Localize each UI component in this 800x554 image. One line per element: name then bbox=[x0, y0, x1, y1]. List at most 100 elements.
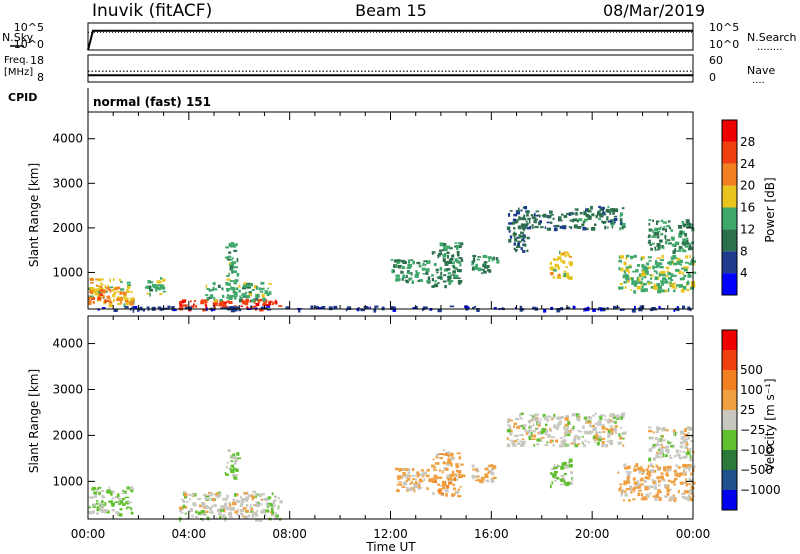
cell-4-44 bbox=[239, 295, 241, 300]
cell-6-159 bbox=[592, 414, 595, 417]
cell-8-56 bbox=[674, 472, 679, 477]
cell-6-95 bbox=[596, 424, 599, 427]
cell-13-41 bbox=[554, 259, 559, 261]
cell-6-142 bbox=[601, 441, 605, 445]
cell-10-61 bbox=[523, 240, 526, 243]
cell-15-4 bbox=[685, 242, 690, 245]
cell-4-49 bbox=[238, 289, 241, 293]
cell-7-23 bbox=[393, 270, 395, 272]
cell-1-120 bbox=[218, 508, 221, 512]
cell-11-6 bbox=[523, 227, 525, 232]
cell-7-20 bbox=[393, 259, 398, 263]
cell-2-24 bbox=[162, 278, 166, 282]
cell-15-79 bbox=[648, 239, 651, 244]
cell-1-15 bbox=[211, 504, 214, 508]
cell-6-5 bbox=[188, 306, 192, 311]
cell-8-21 bbox=[437, 282, 440, 285]
cell-14-109 bbox=[655, 270, 658, 275]
cell-13-11 bbox=[567, 254, 569, 256]
cell-8-50 bbox=[640, 483, 644, 486]
cell-6-166 bbox=[620, 426, 622, 430]
power-colorbar-tick-5: 24 bbox=[740, 157, 755, 171]
cell-9-25 bbox=[496, 260, 500, 264]
cell-3-17 bbox=[407, 471, 411, 474]
cell-11-49 bbox=[570, 227, 572, 230]
cell-9-29 bbox=[664, 454, 668, 458]
cell-9-21 bbox=[685, 437, 690, 440]
cell-8-6 bbox=[451, 274, 456, 276]
cell-1-116 bbox=[184, 495, 187, 499]
cell-14-128 bbox=[689, 254, 691, 258]
cell-7-58 bbox=[400, 270, 404, 274]
cell-6-44 bbox=[621, 308, 625, 311]
cell-9-38 bbox=[661, 429, 664, 432]
cell-9-65 bbox=[690, 440, 694, 443]
cell-14-43 bbox=[687, 272, 691, 276]
cell-15-57 bbox=[662, 221, 667, 224]
cell-12-26 bbox=[610, 221, 615, 226]
cell-4-6 bbox=[444, 469, 447, 471]
cell-8-2 bbox=[456, 250, 460, 254]
cell-12-67 bbox=[608, 220, 613, 223]
cell-9-87 bbox=[689, 448, 692, 451]
cell-1-95 bbox=[245, 509, 249, 513]
cell-6-165 bbox=[607, 429, 611, 433]
cell-8-75 bbox=[626, 473, 631, 477]
power-colorbar-tick-6: 28 bbox=[740, 135, 755, 149]
cell-4-64 bbox=[213, 296, 216, 301]
cell-4-47 bbox=[455, 463, 459, 467]
cell-6-77 bbox=[530, 431, 533, 436]
cell-8-68 bbox=[638, 489, 642, 492]
cell-0-5 bbox=[118, 500, 120, 503]
cell-7-53 bbox=[408, 263, 413, 268]
cell-4-43 bbox=[253, 285, 258, 289]
cell-15-77 bbox=[668, 227, 671, 230]
cell-14-96 bbox=[641, 256, 645, 260]
cell-9-54 bbox=[661, 456, 664, 459]
cell-7-22 bbox=[554, 471, 558, 474]
cell-8-186 bbox=[657, 491, 662, 494]
cell-6-249 bbox=[531, 415, 535, 418]
cell-0-6 bbox=[118, 503, 122, 506]
cell-6-179 bbox=[570, 442, 575, 445]
cell-6-18 bbox=[598, 423, 602, 426]
cell-0-58 bbox=[130, 297, 135, 301]
cell-9-98 bbox=[682, 455, 687, 459]
cell-6-261 bbox=[539, 418, 542, 421]
cell-8-60 bbox=[617, 471, 620, 474]
cell-6-68 bbox=[466, 306, 470, 310]
noise-lines bbox=[87, 29, 693, 51]
cell-2-16 bbox=[227, 449, 231, 452]
cell-1-19 bbox=[93, 288, 98, 292]
cell-10-26 bbox=[513, 213, 518, 217]
cell-3-23 bbox=[408, 475, 412, 478]
cell-4-16 bbox=[226, 294, 230, 297]
cell-8-185 bbox=[626, 476, 631, 480]
cell-14-176 bbox=[644, 266, 649, 271]
cell-9-14 bbox=[664, 447, 668, 449]
cell-6-174 bbox=[513, 440, 518, 443]
cell-11-36 bbox=[537, 214, 541, 217]
cell-14-40 bbox=[661, 278, 666, 281]
cell-14-81 bbox=[648, 260, 652, 262]
cell-6-89 bbox=[547, 434, 551, 438]
cell-15-74 bbox=[674, 241, 680, 246]
cell-13-24 bbox=[549, 263, 553, 265]
cell-6-232 bbox=[549, 416, 553, 419]
cell-11-64 bbox=[539, 220, 542, 224]
cell-15-45 bbox=[678, 246, 683, 249]
cell-12-13 bbox=[581, 223, 585, 227]
cell-6-33 bbox=[594, 422, 599, 425]
cell-6-242 bbox=[573, 437, 577, 442]
cell-1-166 bbox=[260, 510, 266, 514]
cell-4-16 bbox=[446, 451, 451, 455]
cell-8-65 bbox=[448, 259, 454, 261]
cell-10-37 bbox=[526, 236, 530, 240]
cell-15-97 bbox=[678, 224, 683, 229]
cell-8-84 bbox=[689, 496, 692, 501]
cell-4-1 bbox=[438, 469, 442, 472]
cell-6-53 bbox=[576, 436, 581, 440]
cell-0-27 bbox=[109, 298, 112, 301]
cell-6-152 bbox=[158, 306, 161, 309]
cell-11-34 bbox=[559, 225, 564, 229]
